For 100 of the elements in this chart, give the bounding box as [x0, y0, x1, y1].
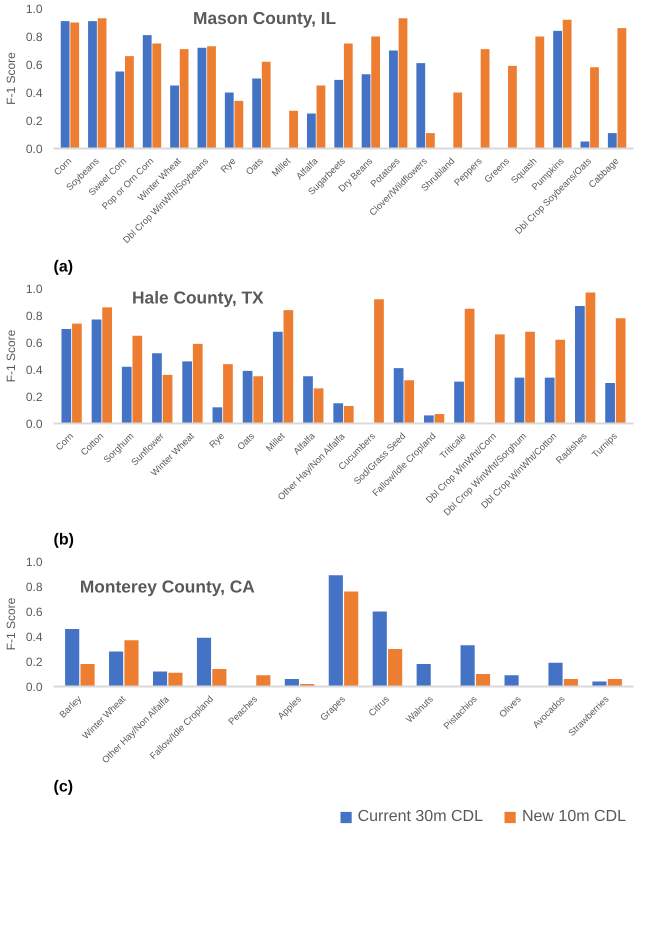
bar	[464, 308, 474, 424]
text: (c)	[54, 778, 74, 796]
bar	[398, 18, 408, 148]
bar	[152, 353, 162, 424]
bar	[328, 575, 343, 686]
bar	[617, 28, 626, 148]
x-tick-label: Rye	[207, 430, 226, 450]
bar	[284, 310, 294, 424]
bar	[416, 63, 426, 148]
bar	[544, 378, 555, 424]
bar	[256, 675, 270, 686]
y-tick-label: 0.2	[26, 114, 43, 128]
bar	[252, 78, 262, 148]
bar	[388, 649, 402, 686]
y-tick-label: 0.6	[26, 336, 43, 350]
bar	[102, 307, 112, 424]
bar	[180, 49, 189, 148]
bar	[223, 364, 233, 424]
y-tick-label: 0.2	[26, 390, 43, 404]
bar	[234, 100, 244, 148]
bar	[374, 299, 384, 424]
bar	[272, 332, 283, 424]
y-tick-label: 0.6	[26, 605, 43, 619]
bar	[61, 329, 72, 424]
bar	[242, 370, 252, 424]
bar	[132, 336, 142, 424]
legend-label: Current 30m CDL	[358, 808, 483, 826]
y-axis-title: F-1 Score	[4, 597, 18, 650]
chart-title: Mason County, IL	[193, 8, 337, 28]
y-tick-label: 0.0	[26, 142, 43, 156]
bar	[555, 340, 566, 424]
bar	[316, 86, 326, 148]
y-tick-label: 1.0	[26, 555, 43, 569]
x-tick-label: Oats	[235, 430, 257, 452]
chart-title: Hale County, TX	[132, 287, 264, 308]
y-tick-label: 1.0	[26, 282, 43, 296]
bar	[196, 638, 212, 686]
bar	[514, 378, 524, 424]
bar	[60, 21, 70, 148]
bar	[453, 92, 462, 148]
bar	[170, 86, 179, 148]
bar	[480, 49, 490, 148]
bar	[65, 629, 80, 686]
bar	[152, 672, 168, 686]
bar	[212, 407, 222, 424]
bar	[535, 36, 544, 148]
bar	[70, 22, 80, 148]
y-tick-label: 0.4	[26, 363, 43, 377]
bar	[404, 380, 414, 424]
bar	[372, 612, 387, 686]
bar	[333, 403, 344, 424]
y-tick-label: 0.8	[26, 580, 43, 594]
bar	[182, 361, 192, 424]
y-tick-label: 0.0	[26, 417, 43, 431]
bar	[608, 133, 617, 148]
bar	[122, 366, 132, 424]
bar	[212, 669, 226, 686]
bar	[605, 383, 615, 424]
bar	[575, 306, 585, 424]
bar	[476, 674, 490, 686]
bar	[142, 35, 152, 148]
y-tick-label: 0.0	[26, 680, 43, 694]
bar	[508, 66, 517, 148]
bar	[525, 332, 535, 424]
bar	[306, 114, 316, 148]
y-axis-title: F-1 Score	[4, 329, 18, 382]
bar	[344, 592, 358, 686]
y-tick-label: 0.4	[26, 86, 43, 100]
bar	[314, 388, 324, 424]
bar	[88, 21, 97, 148]
bar	[362, 74, 370, 148]
bar	[344, 44, 353, 148]
bar	[192, 344, 203, 424]
bar	[434, 414, 444, 424]
bar	[586, 292, 596, 424]
bar	[553, 30, 562, 148]
y-tick-label: 1.0	[26, 2, 43, 16]
bar	[548, 662, 563, 686]
bar	[207, 46, 216, 148]
bar	[562, 20, 572, 148]
y-tick-label: 0.4	[26, 630, 43, 644]
bar	[289, 110, 298, 148]
bar	[115, 72, 124, 148]
bar	[394, 368, 404, 424]
text: Monterey County, CA	[80, 576, 256, 596]
y-tick-label: 0.6	[26, 58, 43, 72]
bar	[72, 324, 82, 424]
bar	[616, 318, 626, 424]
bar	[162, 374, 172, 424]
bar	[416, 664, 431, 686]
bar	[371, 36, 380, 148]
bar	[253, 376, 264, 424]
bar	[303, 376, 313, 424]
x-tick-label: Rye	[218, 156, 238, 175]
bar	[168, 672, 183, 686]
bar	[590, 67, 599, 148]
y-tick-label: 0.2	[26, 655, 43, 669]
bar	[460, 645, 475, 686]
bar	[125, 56, 134, 148]
text: (b)	[54, 532, 74, 548]
